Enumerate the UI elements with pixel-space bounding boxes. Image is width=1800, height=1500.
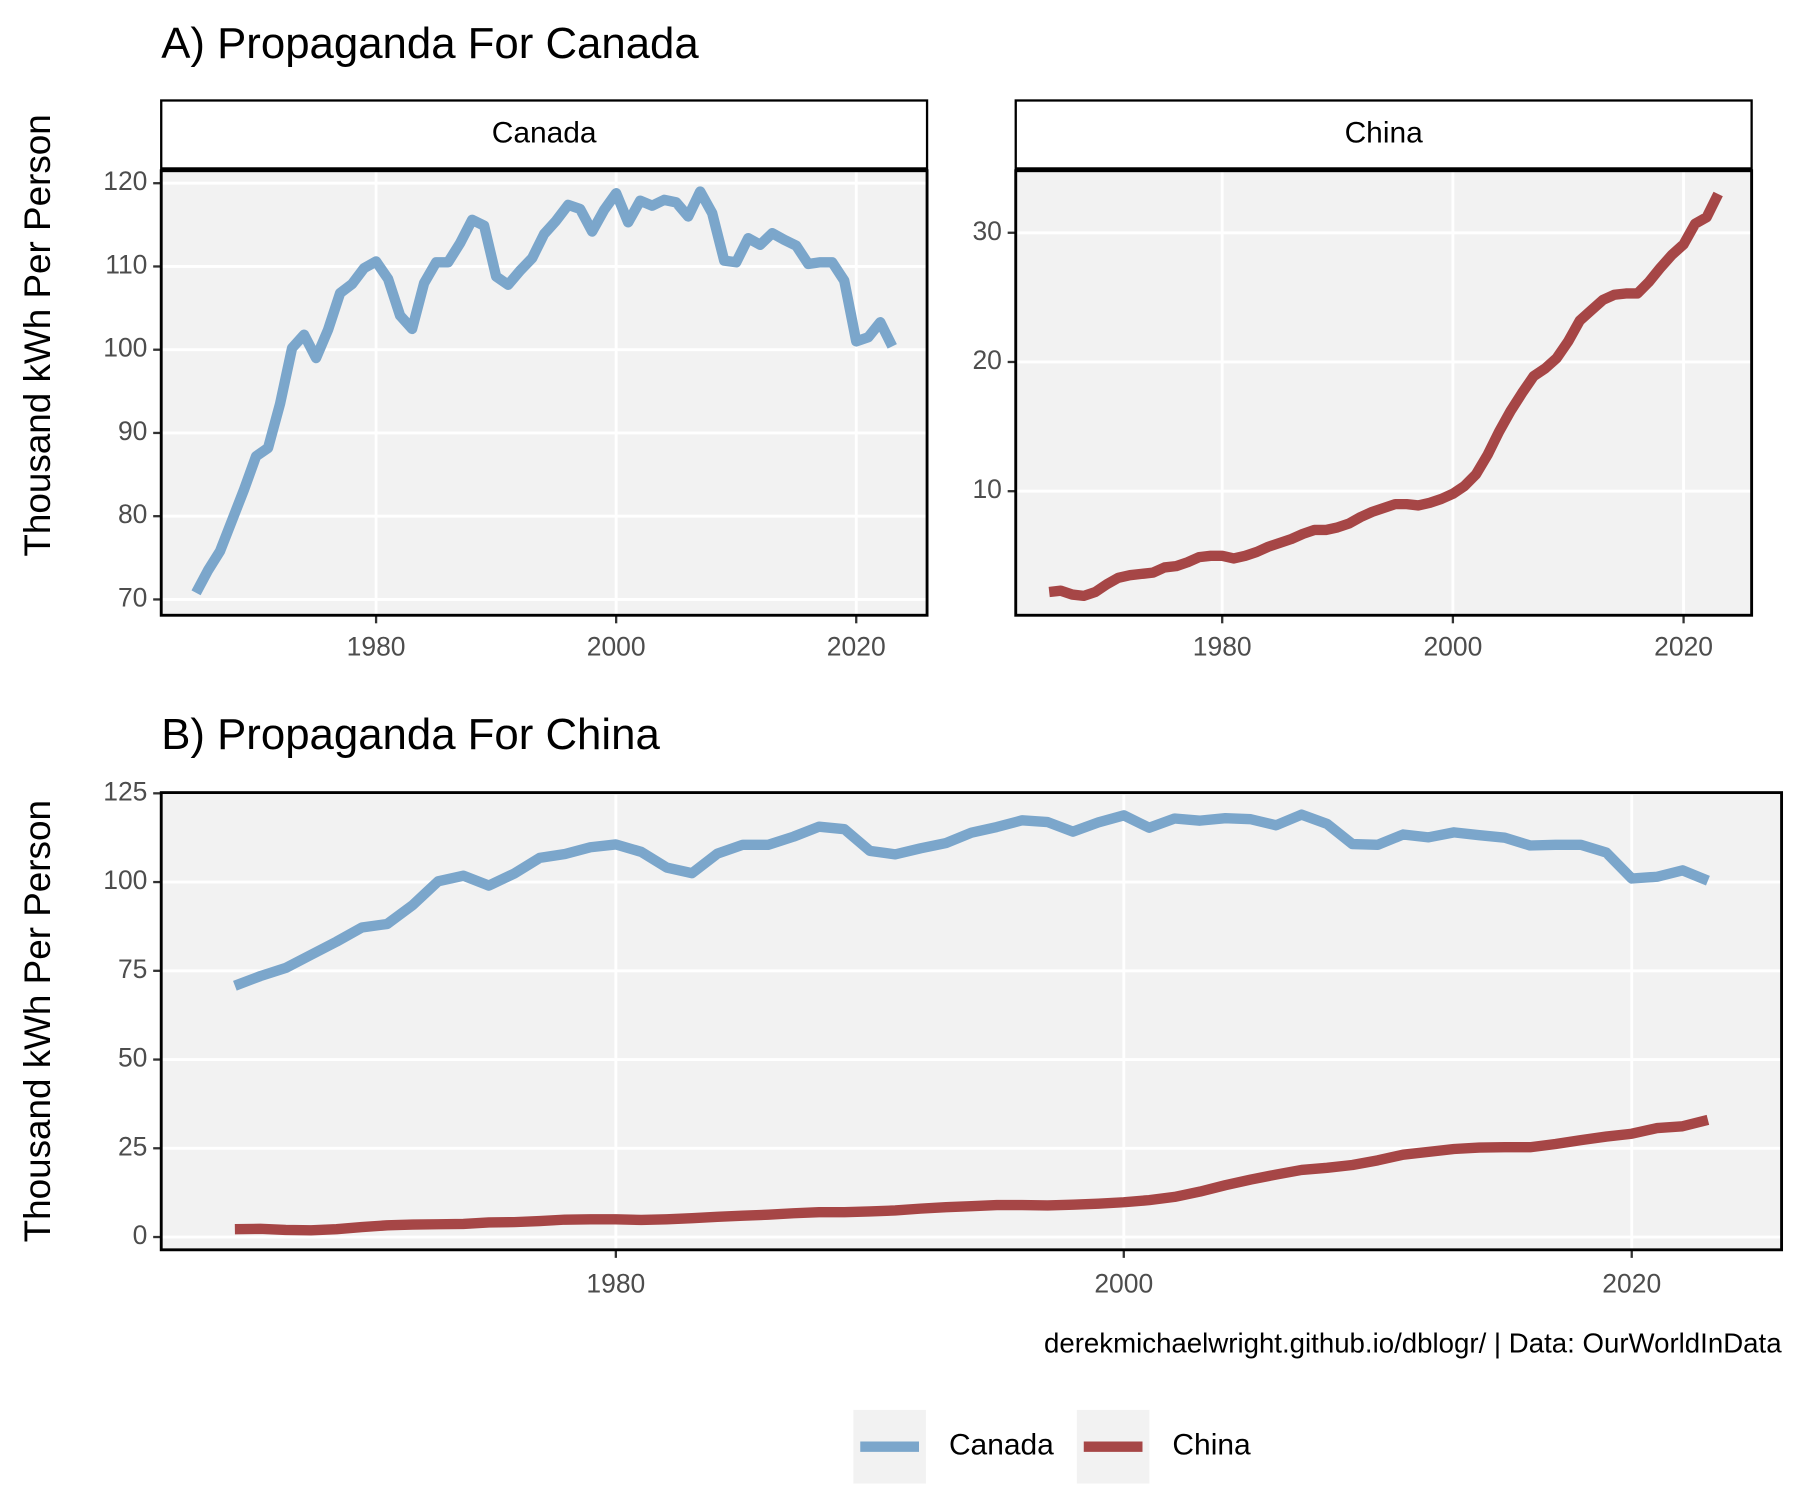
y-tick-label: 75 [118,954,147,984]
legend: Canada China [853,1409,1251,1484]
y-tick-label: 100 [103,865,147,895]
data-line [234,1114,1710,1236]
y-axis-label: Thousand kWh Per Person [17,800,58,1242]
facet-label: China [1345,116,1424,149]
data-line [191,186,897,596]
y-tick-label: 120 [103,166,147,196]
panel-border [159,169,929,617]
x-tick-label: 1980 [347,632,406,662]
x-tick-label: 2000 [587,632,646,662]
facet-strip [160,99,929,170]
x-tick-label: 1980 [586,1269,645,1299]
y-tick-label: 100 [103,333,147,363]
y-tick-label: 80 [118,499,147,529]
x-tick-label: 2000 [1094,1269,1153,1299]
y-tick-label: 30 [972,216,1001,246]
facet-strip [1014,99,1753,170]
panel-border [1014,169,1754,617]
y-tick-label: 25 [118,1131,147,1161]
y-tick-label: 70 [118,582,147,612]
x-tick-label: 1980 [1193,632,1252,662]
y-axis-label: Thousand kWh Per Person [17,114,58,556]
x-tick-label: 2020 [1654,632,1713,662]
panel-border [159,791,1784,1252]
panel-background [1015,170,1752,616]
y-tick-label: 125 [103,776,147,806]
y-tick-label: 10 [972,474,1001,504]
y-tick-label: 50 [118,1043,147,1073]
legend-label: Canada [949,1429,1054,1462]
x-tick-label: 2020 [1602,1269,1661,1299]
y-tick-label: 0 [133,1220,148,1250]
caption: derekmichaelwright.github.io/dblogr/ | D… [1044,1328,1782,1359]
y-tick-label: 110 [105,249,147,279]
legend-label: China [1172,1429,1251,1462]
data-line [1048,191,1723,602]
y-tick-label: 90 [118,416,147,446]
panel-background [161,792,1782,1250]
x-tick-label: 2000 [1423,632,1482,662]
data-line [233,809,1710,991]
y-tick-label: 20 [972,345,1001,375]
panel-title: A) Propaganda For Canada [161,19,699,68]
facet-label: Canada [492,116,597,149]
panel-title: B) Propaganda For China [161,710,660,759]
x-tick-label: 2020 [827,632,886,662]
